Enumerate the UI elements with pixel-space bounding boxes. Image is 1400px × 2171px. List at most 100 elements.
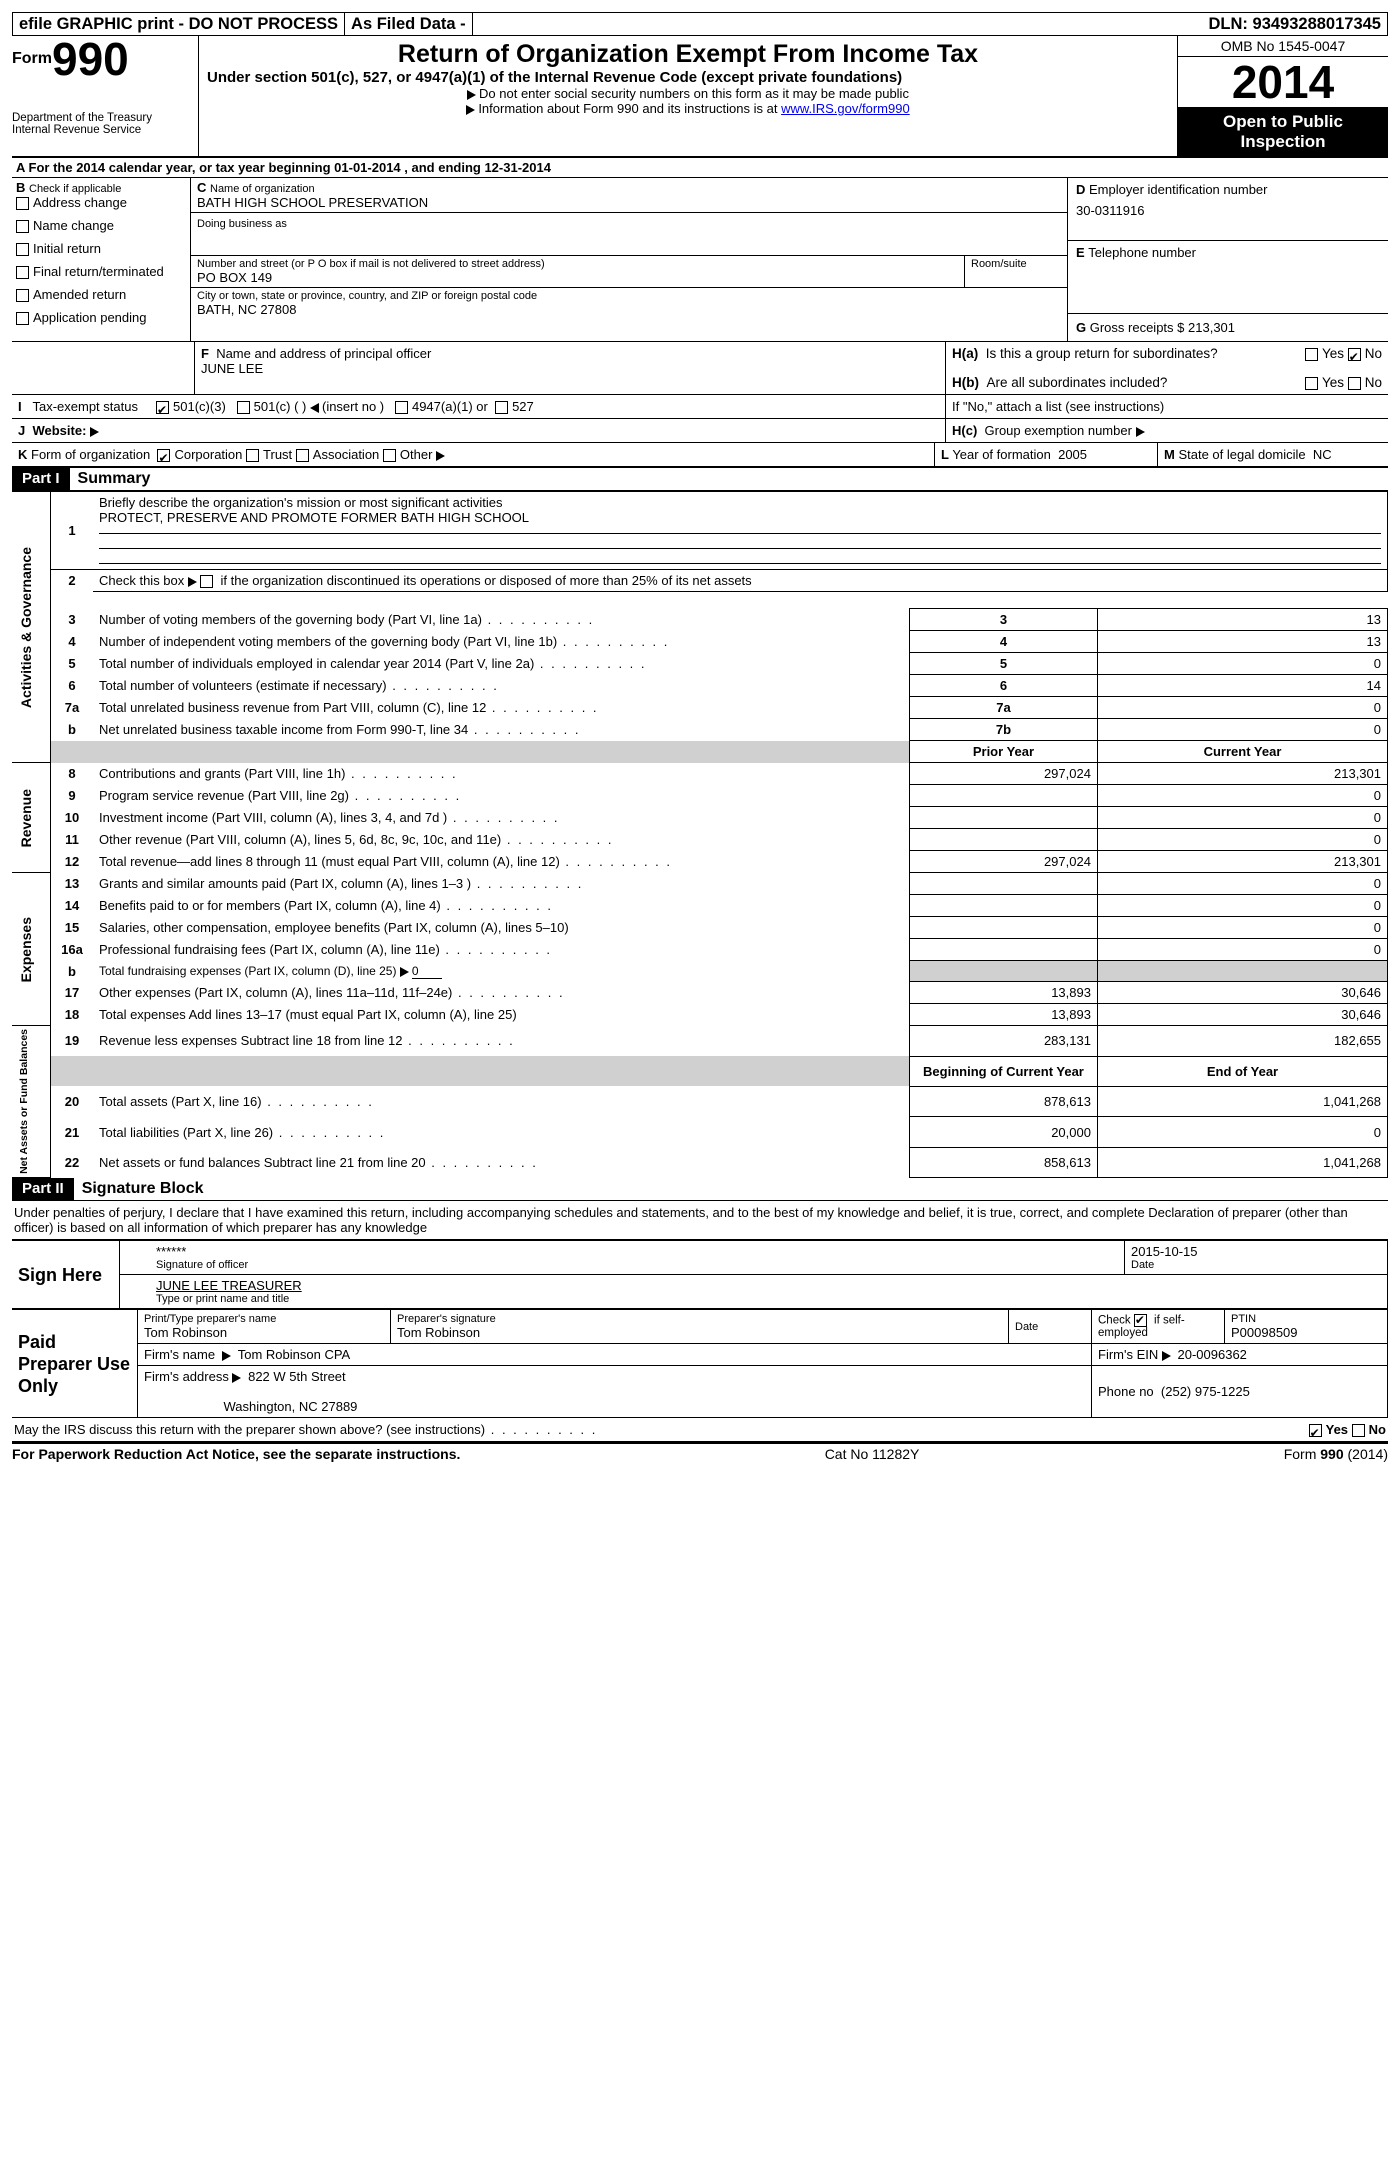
f-h-block: F Name and address of principal officer … (12, 342, 1388, 395)
omb-number: OMB No 1545-0047 (1178, 36, 1388, 57)
p8: 297,024 (909, 763, 1097, 785)
inspection-badge: Open to Public Inspection (1178, 108, 1388, 156)
c22: 1,041,268 (1097, 1147, 1387, 1177)
firm-city: Washington, NC 27889 (223, 1399, 357, 1414)
checkbox-501c3[interactable] (156, 401, 169, 414)
info-note: Information about Form 990 and its instr… (478, 101, 781, 116)
summary-table: Activities & Governance 1 Briefly descri… (12, 491, 1388, 1178)
val-7b: 0 (1097, 719, 1387, 741)
side-revenue: Revenue (18, 789, 34, 847)
tax-year-end: 12-31-2014 (484, 160, 551, 175)
p20: 878,613 (909, 1086, 1097, 1116)
c8: 213,301 (1097, 763, 1387, 785)
val-6: 14 (1097, 675, 1387, 697)
c13: 0 (1097, 873, 1387, 895)
triangle-icon (466, 105, 475, 115)
p17: 13,893 (909, 982, 1097, 1004)
sign-here-label: Sign Here (18, 1264, 113, 1286)
checkbox-name-change[interactable] (16, 220, 29, 233)
checkbox-address-change[interactable] (16, 197, 29, 210)
c19: 182,655 (1097, 1026, 1387, 1056)
part-i-header: Part I Summary (12, 468, 1388, 491)
checkbox-corp[interactable] (157, 449, 170, 462)
line-klm: K Form of organization Corporation Trust… (12, 443, 1388, 468)
checkbox-assoc[interactable] (296, 449, 309, 462)
val-4: 13 (1097, 631, 1387, 653)
p18: 13,893 (909, 1004, 1097, 1026)
efile-notice: efile GRAPHIC print - DO NOT PROCESS (13, 13, 345, 35)
form-label: Form (12, 50, 52, 67)
checkbox-discuss-no[interactable] (1352, 1424, 1365, 1437)
ein-label: Employer identification number (1089, 182, 1267, 197)
checkbox-amended-return[interactable] (16, 289, 29, 302)
val-7a: 0 (1097, 697, 1387, 719)
org-city: BATH, NC 27808 (197, 302, 1061, 317)
c17: 30,646 (1097, 982, 1387, 1004)
triangle-icon (400, 967, 409, 977)
irs-label: Internal Revenue Service (12, 124, 192, 136)
checkbox-discontinued[interactable] (200, 575, 213, 588)
phone-label: Telephone number (1088, 245, 1196, 260)
checkbox-ha-yes[interactable] (1305, 348, 1318, 361)
box-deg: D Employer identification number 30-0311… (1068, 178, 1388, 341)
paid-preparer-label: Paid Preparer Use Only (18, 1331, 131, 1397)
header-left: Form990 Department of the Treasury Inter… (12, 36, 199, 156)
checkbox-discuss-yes[interactable] (1309, 1424, 1322, 1437)
line-i: I Tax-exempt status 501(c)(3) 501(c) ( )… (12, 395, 1388, 419)
checkbox-501c[interactable] (237, 401, 250, 414)
dln-value: 93493288017345 (1253, 15, 1381, 33)
triangle-icon (467, 90, 476, 100)
triangle-icon (436, 451, 445, 461)
box-b: B Check if applicable Address change Nam… (12, 178, 191, 341)
c18: 30,646 (1097, 1004, 1387, 1026)
dept-treasury: Department of the Treasury (12, 112, 192, 124)
line-a: A For the 2014 calendar year, or tax yea… (12, 158, 1388, 178)
c12: 213,301 (1097, 851, 1387, 873)
p19: 283,131 (909, 1026, 1097, 1056)
firm-address: 822 W 5th Street (248, 1369, 346, 1384)
checkbox-hb-no[interactable] (1348, 377, 1361, 390)
val-3: 13 (1097, 609, 1387, 631)
firm-ein: 20-0096362 (1178, 1347, 1247, 1362)
checkbox-other[interactable] (383, 449, 396, 462)
officer-name: JUNE LEE (201, 361, 939, 376)
checkbox-final-return[interactable] (16, 266, 29, 279)
hb-label: Are all subordinates included? (987, 375, 1168, 390)
checkbox-application-pending[interactable] (16, 312, 29, 325)
org-street: PO BOX 149 (197, 270, 958, 285)
footer: For Paperwork Reduction Act Notice, see … (12, 1442, 1388, 1462)
form-title: Return of Organization Exempt From Incom… (207, 40, 1169, 69)
triangle-left-icon (310, 403, 319, 413)
preparer-table: Paid Preparer Use Only Print/Type prepar… (12, 1309, 1388, 1418)
checkbox-initial-return[interactable] (16, 243, 29, 256)
checkbox-trust[interactable] (246, 449, 259, 462)
gross-receipts-label: Gross receipts $ (1090, 320, 1185, 335)
tax-year-begin: 01-01-2014 (334, 160, 401, 175)
discuss-row: May the IRS discuss this return with the… (12, 1418, 1388, 1442)
gross-receipts-value: 213,301 (1188, 320, 1235, 335)
triangle-icon (1162, 1351, 1171, 1361)
discuss-label: May the IRS discuss this return with the… (14, 1422, 485, 1437)
checkbox-4947[interactable] (395, 401, 408, 414)
checkbox-hb-yes[interactable] (1305, 377, 1318, 390)
c20: 1,041,268 (1097, 1086, 1387, 1116)
val-5: 0 (1097, 653, 1387, 675)
p22: 858,613 (909, 1147, 1097, 1177)
checkbox-self-employed[interactable] (1134, 1314, 1147, 1327)
firm-name: Tom Robinson CPA (238, 1347, 350, 1362)
checkbox-ha-no[interactable] (1348, 348, 1361, 361)
checkbox-527[interactable] (495, 401, 508, 414)
dln-label: DLN: (1209, 15, 1248, 33)
mission-text: PROTECT, PRESERVE AND PROMOTE FORMER BAT… (99, 510, 529, 525)
form-subtitle: Under section 501(c), 527, or 4947(a)(1)… (207, 69, 1169, 86)
sig-date: 2015-10-15 (1131, 1244, 1381, 1259)
hb-note: If "No," attach a list (see instructions… (952, 399, 1164, 414)
side-expenses: Expenses (18, 917, 34, 982)
c11: 0 (1097, 829, 1387, 851)
org-name: BATH HIGH SCHOOL PRESERVATION (197, 195, 1061, 210)
room-suite: Room/suite (965, 256, 1067, 287)
irs-link[interactable]: www.IRS.gov/form990 (781, 101, 910, 116)
c15: 0 (1097, 917, 1387, 939)
side-netassets: Net Assets or Fund Balances (18, 1029, 30, 1174)
ptin-value: P00098509 (1231, 1325, 1381, 1340)
